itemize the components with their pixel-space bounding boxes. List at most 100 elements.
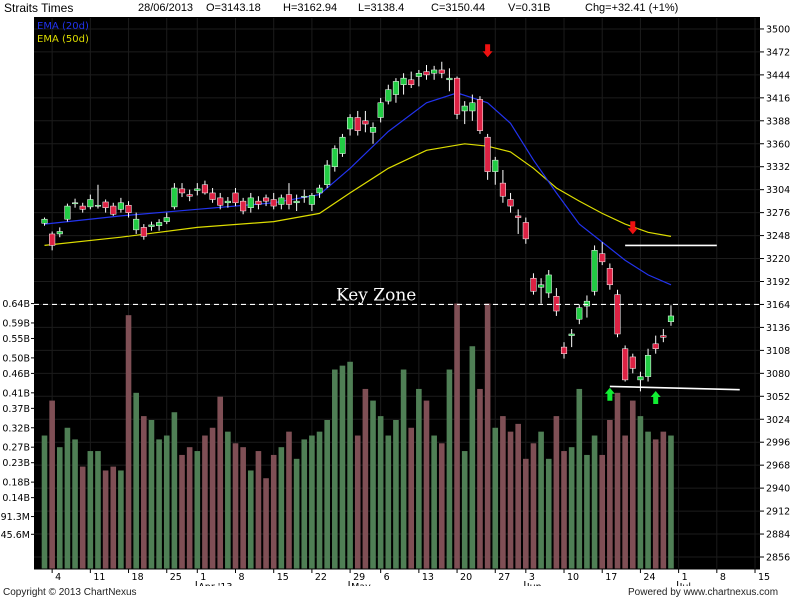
- price-tick-label: 3136: [766, 323, 790, 334]
- price-tick-label: 3164: [766, 300, 790, 311]
- candle-body: [339, 136, 346, 154]
- candle-body: [392, 81, 399, 95]
- price-tick-label: 2940: [766, 484, 790, 495]
- volume-bar: [286, 431, 292, 569]
- volume-bar: [637, 416, 644, 569]
- date-tick-label: 20: [460, 572, 472, 583]
- candle-body: [545, 274, 552, 294]
- volume-bar: [553, 416, 560, 569]
- candle-body: [645, 355, 652, 377]
- volume-bar: [515, 423, 521, 569]
- volume-bar: [347, 361, 353, 569]
- candle-body: [178, 188, 186, 194]
- candle-body: [454, 77, 461, 115]
- candle-body: [156, 222, 163, 226]
- volume-bar: [309, 435, 315, 569]
- volume-bar: [477, 388, 483, 569]
- volume-bar: [41, 435, 48, 569]
- price-tick-label: 3304: [766, 185, 790, 196]
- candle-body: [576, 307, 583, 320]
- volume-bar: [247, 470, 254, 569]
- volume-bar: [652, 439, 659, 569]
- volume-bar: [263, 478, 269, 569]
- volume-bar: [492, 427, 499, 569]
- price-tick-label: 3416: [766, 93, 790, 104]
- candle-body: [629, 356, 636, 369]
- volume-bar: [576, 388, 583, 569]
- date-tick-label: 6: [384, 572, 390, 583]
- volume-bar: [217, 396, 224, 569]
- candle-body: [255, 200, 262, 205]
- volume-bar: [332, 369, 338, 569]
- date-tick-label: 22: [315, 572, 327, 583]
- price-tick-label: 3248: [766, 231, 790, 242]
- volume-bar: [385, 435, 392, 569]
- volume-bar: [416, 388, 422, 569]
- volume-bar: [141, 416, 147, 569]
- month-label: Jul: [679, 582, 691, 586]
- candle-body: [217, 197, 224, 206]
- volume-tick-label: 0.55B: [2, 334, 30, 345]
- date-tick-label: 8: [239, 572, 245, 583]
- candle-body: [331, 148, 338, 167]
- volume-bar: [599, 454, 606, 569]
- candle-body: [637, 376, 644, 381]
- date-tick-label: 8: [720, 572, 726, 583]
- candle-body: [583, 300, 590, 307]
- price-tick-label: 3192: [766, 277, 790, 288]
- up-arrow-icon: [650, 391, 661, 405]
- quote-close: C=3150.44: [431, 2, 486, 14]
- candle-body: [194, 188, 201, 191]
- candle-body: [209, 192, 216, 200]
- candle-body: [667, 315, 675, 322]
- date-tick-label: 15: [758, 572, 770, 583]
- volume-tick-label: 0.14B: [2, 493, 30, 504]
- candle-body: [293, 200, 300, 204]
- volume-bars: [41, 303, 674, 569]
- volume-bar: [102, 470, 109, 569]
- volume-bar: [454, 303, 460, 569]
- price-tick-label: 3444: [766, 70, 790, 81]
- volume-bar: [72, 439, 78, 569]
- price-tick-label: 3276: [766, 208, 790, 219]
- key-zone-label: Key Zone: [336, 285, 416, 305]
- date-tick-label: 1: [200, 572, 206, 583]
- candle-body: [117, 202, 124, 210]
- candle-body: [224, 200, 231, 204]
- candle-body: [232, 192, 239, 204]
- candle-body: [285, 194, 293, 205]
- price-tick-label: 3024: [766, 415, 790, 426]
- up-arrow-icon: [604, 387, 615, 401]
- price-tick-label: 3472: [766, 47, 790, 58]
- candle-body: [263, 197, 270, 202]
- volume-tick-label: 0.50B: [2, 353, 30, 364]
- price-volume-chart[interactable]: Key Zone EMA (20d)EMA (50d) 352835003472…: [0, 17, 800, 586]
- candle-body: [102, 201, 109, 208]
- volume-bar: [255, 451, 262, 569]
- candlesticks: [41, 61, 675, 392]
- volume-bar: [362, 388, 369, 569]
- volume-tick-label: 45.6M: [1, 530, 30, 541]
- volume-bar: [179, 454, 185, 569]
- volume-bar: [95, 451, 101, 569]
- price-tick-label: 3052: [766, 392, 790, 403]
- quote-low: L=3138.4: [358, 2, 405, 14]
- volume-bar: [171, 412, 178, 569]
- date-tick-label: 18: [132, 572, 144, 583]
- volume-bar: [163, 435, 170, 569]
- price-tick-label: 2884: [766, 530, 790, 541]
- candle-body: [87, 199, 94, 208]
- volume-bar: [64, 427, 71, 569]
- volume-bar: [87, 451, 94, 569]
- price-tick-label: 3360: [766, 139, 790, 150]
- instrument-title: Straits Times: [4, 1, 74, 15]
- price-tick-label: 3500: [766, 24, 790, 35]
- candle-body: [423, 71, 430, 76]
- volume-tick-label: 91.3M: [1, 512, 30, 523]
- candle-body: [415, 72, 422, 77]
- candle-body: [133, 218, 140, 231]
- volume-bar: [377, 416, 384, 569]
- volume-bar: [500, 416, 506, 569]
- volume-bar: [438, 443, 445, 569]
- volume-bar: [629, 400, 636, 569]
